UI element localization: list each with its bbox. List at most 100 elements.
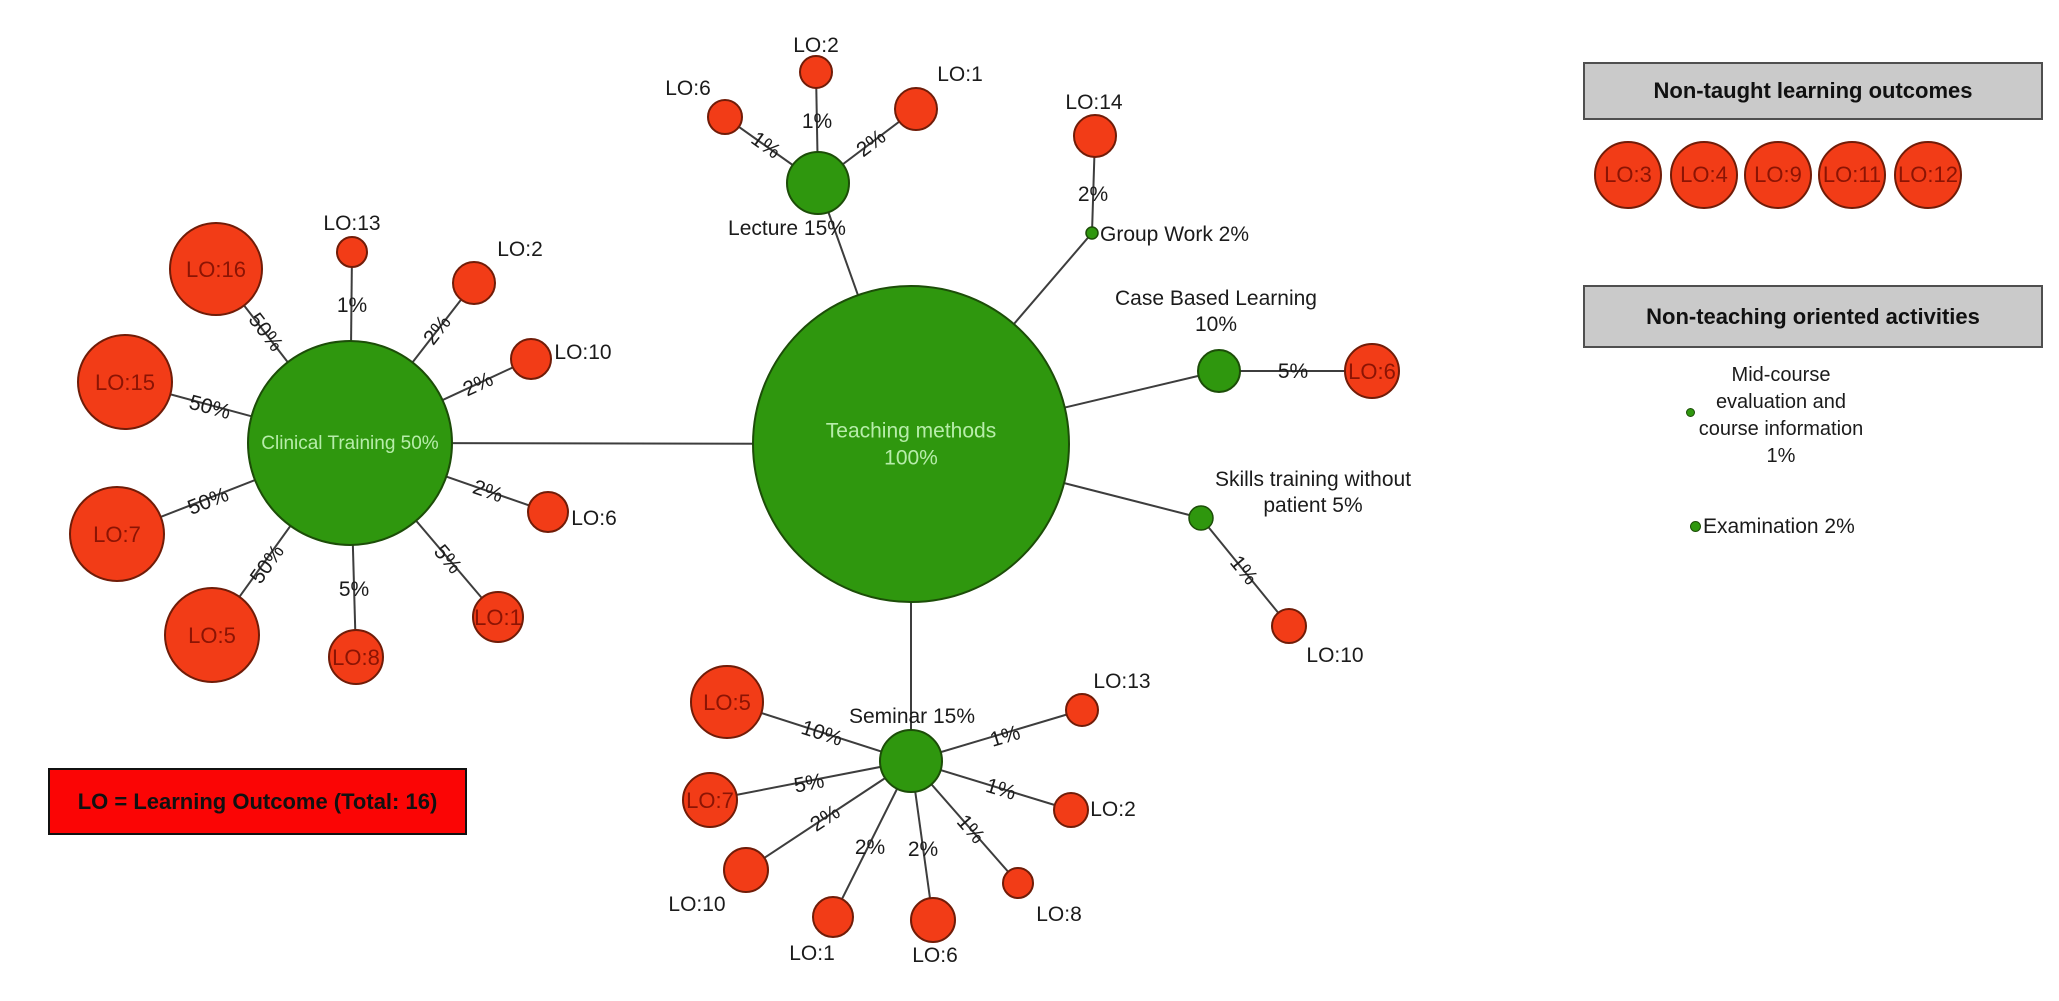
- non-taught-lo-label: LO:3: [1604, 162, 1652, 187]
- label-gw-lo14: LO:14: [1065, 91, 1123, 114]
- non-taught-lo-label: LO:9: [1754, 162, 1802, 187]
- edge-label-clinical-training-ct-lo15: 50%: [187, 390, 234, 423]
- non-taught-lo-circle: LO:3: [1594, 141, 1662, 209]
- node-ct-lo7: [69, 486, 165, 582]
- examination-label: Examination 2%: [1703, 515, 1855, 538]
- midcourse-line: 1%: [1766, 445, 1796, 467]
- node-lec-lo1: [894, 87, 938, 131]
- node-ct-lo10: [510, 338, 552, 380]
- label-sem-lo10: LO:10: [668, 893, 725, 916]
- label-case-based-learning: Case Based Learning 10%: [1115, 287, 1317, 336]
- non-taught-lo-circle: LO:4: [1670, 141, 1738, 209]
- label-ct-lo15: LO:15: [95, 370, 155, 395]
- node-ct-lo1: [472, 591, 524, 643]
- edge-label-lecture-lec-lo1: 2%: [852, 125, 890, 162]
- non-teaching-activities-title: Non-teaching oriented activities: [1646, 303, 1980, 329]
- label-skills-training: Skills training without patient 5%: [1215, 468, 1411, 517]
- label-group-work: Group Work 2%: [1100, 223, 1249, 246]
- label-lec-lo6: LO:6: [665, 77, 711, 100]
- label-lec-lo1: LO:1: [937, 63, 983, 86]
- label-sem-lo2: LO:2: [1090, 798, 1136, 821]
- edge-label-case-based-learning-cbl-lo6: 5%: [1278, 360, 1308, 383]
- label-ct-lo2: LO:2: [497, 238, 543, 261]
- label-sem-lo5: LO:5: [703, 690, 751, 715]
- edge-label-clinical-training-ct-lo2: 2%: [419, 311, 456, 349]
- node-sem-lo6: [910, 897, 956, 943]
- node-sem-lo2: [1053, 792, 1089, 828]
- node-ct-lo5: [164, 587, 260, 683]
- examination-item: Examination 2%: [1703, 516, 1855, 538]
- label-ct-lo8: LO:8: [332, 645, 380, 670]
- node-sem-lo5: [690, 665, 764, 739]
- edge-label-skills-training-st-lo10: 1%: [1225, 551, 1262, 589]
- edge-label-seminar-sem-lo6: 2%: [908, 838, 938, 861]
- edge-label-seminar-sem-lo2: 1%: [983, 774, 1019, 805]
- edge-label-clinical-training-ct-lo7: 50%: [184, 483, 232, 520]
- examination-dot: [1690, 521, 1701, 532]
- midcourse-line: Mid-course: [1731, 364, 1831, 386]
- label-seminar: Seminar 15%: [849, 705, 975, 728]
- node-lecture: [786, 151, 850, 215]
- node-st-lo10: [1271, 608, 1307, 644]
- edge-label-clinical-training-ct-lo8: 5%: [339, 578, 369, 601]
- node-ct-lo6: [527, 491, 569, 533]
- edge-label-seminar-sem-lo10: 2%: [806, 800, 844, 836]
- label-ct-lo10: LO:10: [554, 341, 611, 364]
- node-seminar: [879, 729, 943, 793]
- midcourse-line: course information: [1698, 418, 1864, 440]
- label-ct-lo6: LO:6: [571, 507, 617, 530]
- non-taught-lo-label: LO:12: [1898, 162, 1958, 187]
- non-teaching-activities-header: Non-teaching oriented activities: [1583, 285, 2043, 348]
- label-ct-lo7: LO:7: [93, 522, 141, 547]
- non-taught-outcomes-title: Non-taught learning outcomes: [1653, 78, 1973, 103]
- node-case-based-learning: [1197, 349, 1241, 393]
- label-ct-lo13: LO:13: [323, 212, 380, 235]
- node-group-work: [1085, 226, 1099, 240]
- non-taught-outcomes-header: Non-taught learning outcomes: [1583, 62, 2043, 120]
- non-taught-lo-circle: LO:12: [1894, 141, 1962, 209]
- node-gw-lo14: [1073, 114, 1117, 158]
- lo-legend-box: LO = Learning Outcome (Total: 16): [48, 768, 467, 835]
- edge-label-lecture-lec-lo6: 1%: [747, 127, 785, 163]
- non-taught-lo-circle: LO:11: [1818, 141, 1886, 209]
- label-lecture: Lecture 15%: [728, 217, 846, 240]
- node-lec-lo6: [707, 99, 743, 135]
- edge-seminar-sem-lo7: [709, 760, 912, 801]
- node-sem-lo7: [682, 772, 738, 828]
- label-ct-lo5: LO:5: [188, 623, 236, 648]
- label-st-lo10: LO:10: [1306, 644, 1363, 667]
- edge-skills-training-st-lo10: [1200, 517, 1290, 627]
- label-sem-lo13: LO:13: [1093, 670, 1150, 693]
- edge-seminar-sem-lo10: [745, 760, 912, 871]
- label-cbl-lo6: LO:6: [1348, 359, 1396, 384]
- non-taught-lo-circle: LO:9: [1744, 141, 1812, 209]
- label-sem-lo7: LO:7: [686, 788, 734, 813]
- label-sem-lo1: LO:1: [789, 942, 835, 965]
- label-ct-lo1: LO:1: [474, 605, 522, 630]
- labels-layer: 50%1%2%2%2%5%5%50%50%50%1%1%2%2%5%1%10%5…: [93, 34, 1411, 967]
- label-ct-lo16: LO:16: [186, 257, 246, 282]
- label-clinical-training: Clinical Training 50%: [261, 433, 439, 454]
- edge-label-seminar-sem-lo5: 10%: [798, 716, 845, 751]
- midcourse-line: evaluation and: [1715, 391, 1847, 413]
- node-lec-lo2: [799, 55, 833, 89]
- node-teaching-methods: [752, 285, 1070, 603]
- node-cbl-lo6: [1344, 343, 1400, 399]
- edge-label-clinical-training-ct-lo13: 1%: [337, 294, 367, 317]
- node-ct-lo16: [169, 222, 263, 316]
- edge-label-lecture-lec-lo2: 1%: [802, 110, 832, 133]
- label-sem-lo6: LO:6: [912, 944, 958, 967]
- midcourse-dot: [1686, 408, 1695, 417]
- node-ct-lo8: [328, 629, 384, 685]
- edge-label-seminar-sem-lo13: 1%: [987, 721, 1023, 752]
- edge-label-group-work-gw-lo14: 2%: [1078, 183, 1108, 206]
- node-sem-lo13: [1065, 693, 1099, 727]
- label-teaching-methods: Teaching methods 100%: [826, 419, 996, 469]
- node-ct-lo15: [77, 334, 173, 430]
- node-clinical-training: [247, 340, 453, 546]
- nodes-layer: [69, 55, 1400, 943]
- node-sem-lo10: [723, 847, 769, 893]
- edge-label-clinical-training-ct-lo10: 2%: [459, 367, 496, 401]
- label-sem-lo8: LO:8: [1036, 903, 1082, 926]
